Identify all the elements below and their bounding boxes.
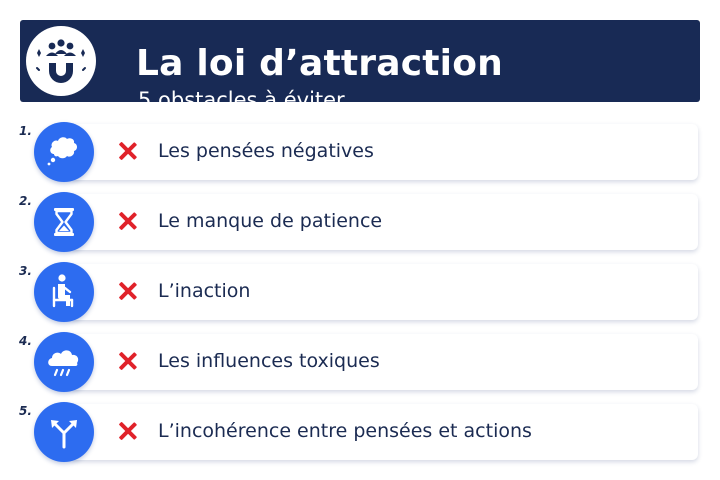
list-item: 4. Les influences toxiques: [0, 332, 720, 404]
cross-icon: [118, 281, 138, 301]
cross-icon: [118, 421, 138, 441]
item-label: L’inaction: [158, 280, 251, 302]
cross-icon: [118, 211, 138, 231]
item-card: [70, 264, 698, 320]
item-label: Les influences toxiques: [158, 350, 380, 372]
cross-icon: [118, 351, 138, 371]
item-card: [70, 404, 698, 460]
header-banner: La loi d’attraction 5 obstacles à éviter: [20, 20, 700, 112]
list-item: 3. L’inaction: [0, 262, 720, 334]
item-label: Le manque de patience: [158, 210, 383, 232]
item-number: 3.: [19, 264, 32, 278]
item-number: 2.: [19, 194, 32, 208]
page-subtitle: 5 obstacles à éviter: [138, 88, 345, 112]
hourglass-icon: [34, 192, 94, 252]
item-label: Les pensées négatives: [158, 140, 374, 162]
cross-icon: [118, 141, 138, 161]
item-card: [70, 334, 698, 390]
diverging-arrows-icon: [34, 402, 94, 462]
item-number: 4.: [19, 334, 32, 348]
item-number: 5.: [19, 404, 32, 418]
page-title: La loi d’attraction: [136, 43, 503, 84]
list-item: 2. Le manque de patience: [0, 192, 720, 264]
item-label: L’incohérence entre pensées et actions: [158, 420, 532, 442]
list-item: 5. L’incohérence entre pensées et action…: [0, 402, 720, 474]
seated-person-icon: [34, 262, 94, 322]
rain-cloud-icon: [34, 332, 94, 392]
item-card: [70, 194, 698, 250]
magnet-people-icon: [26, 26, 96, 96]
item-card: [70, 124, 698, 180]
item-number: 1.: [19, 124, 32, 138]
list-item: 1. Les pensées négatives: [0, 122, 720, 194]
thought-bubble-icon: [34, 122, 94, 182]
